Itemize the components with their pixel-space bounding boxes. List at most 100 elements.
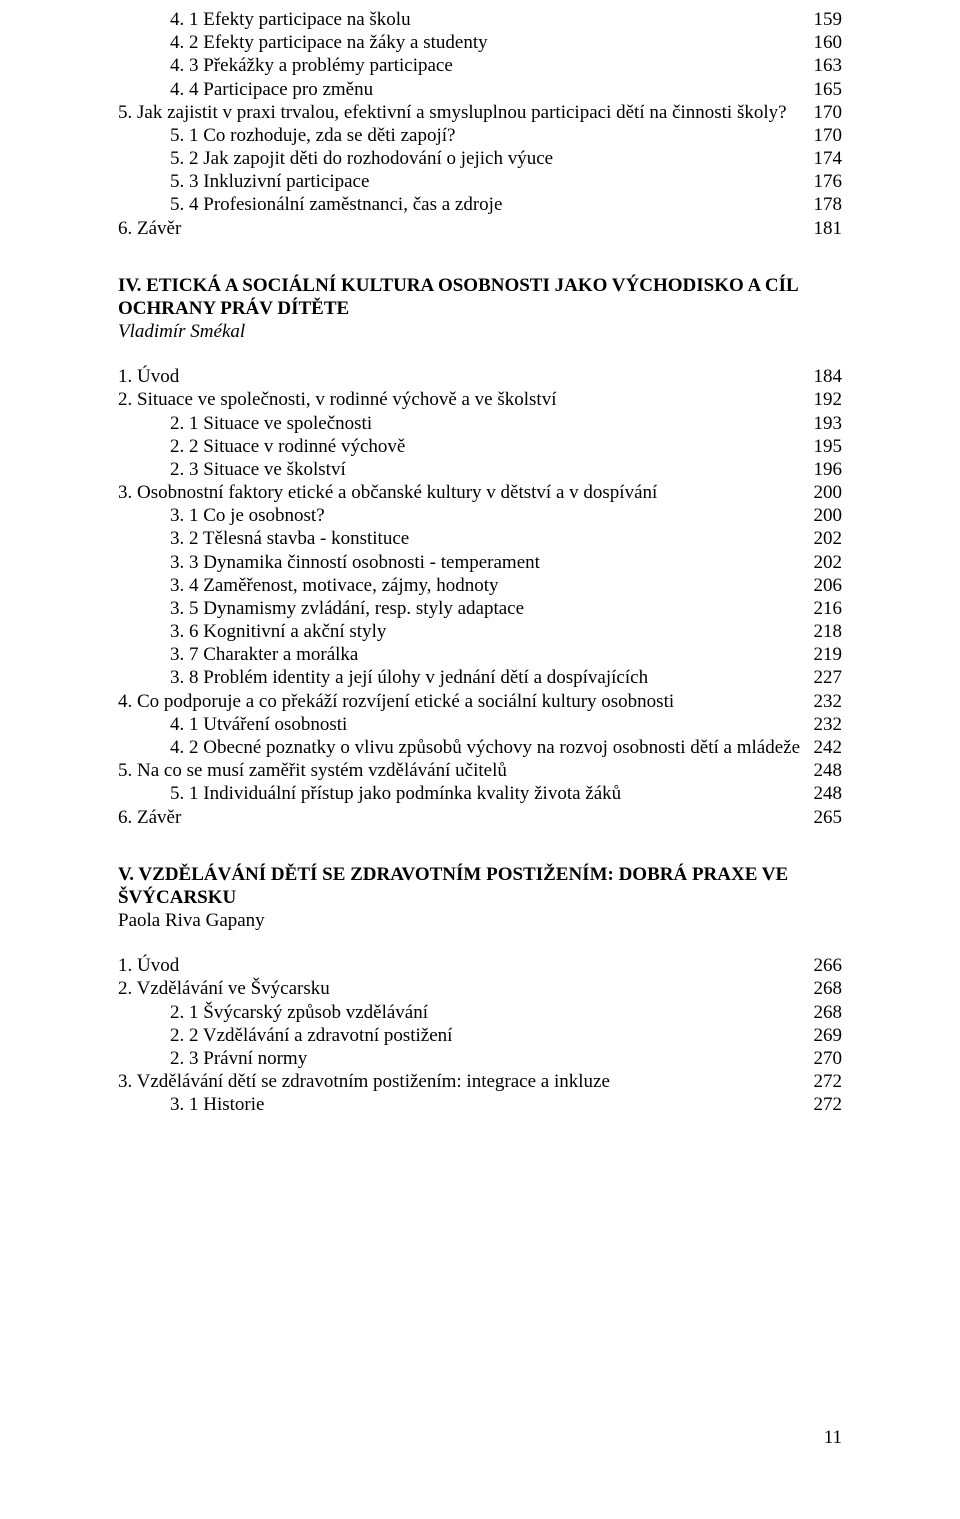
toc-entry-page: 184	[814, 365, 843, 388]
page-number: 11	[824, 1426, 842, 1449]
toc-entry-text: 3. 6 Kognitivní a akční styly	[118, 620, 814, 643]
toc-entry-text: 3. Osobnostní faktory etické a občanské …	[118, 481, 814, 504]
toc-line: 3. 6 Kognitivní a akční styly218	[118, 620, 842, 643]
toc-line: 3. 3 Dynamika činností osobnosti - tempe…	[118, 551, 842, 574]
section-heading: V. VZDĚLÁVÁNÍ DĚTÍ SE ZDRAVOTNÍM POSTIŽE…	[118, 863, 842, 909]
toc-line: 3. 2 Tělesná stavba - konstituce202	[118, 527, 842, 550]
toc-line: 6. Závěr181	[118, 217, 842, 240]
toc-entry-text: 1. Úvod	[118, 954, 814, 977]
toc-entry-text: 4. 4 Participace pro změnu	[118, 78, 814, 101]
toc-entry-page: 270	[814, 1047, 843, 1070]
document-page: 4. 1 Efekty participace na školu1594. 2 …	[0, 0, 960, 1519]
toc-entry-page: 227	[814, 666, 843, 689]
toc-entry-text: 2. 1 Švýcarský způsob vzdělávání	[118, 1001, 814, 1024]
toc-entry-page: 269	[814, 1024, 843, 1047]
toc-line: 2. 1 Situace ve společnosti193	[118, 412, 842, 435]
toc-entry-text: 4. 2 Efekty participace na žáky a studen…	[118, 31, 814, 54]
toc-entry-text: 3. 5 Dynamismy zvládání, resp. styly ada…	[118, 597, 814, 620]
toc-line: 2. 1 Švýcarský způsob vzdělávání268	[118, 1001, 842, 1024]
toc-line: 3. 5 Dynamismy zvládání, resp. styly ada…	[118, 597, 842, 620]
toc-entry-page: 202	[814, 551, 843, 574]
toc-line: 5. 4 Profesionální zaměstnanci, čas a zd…	[118, 193, 842, 216]
toc-entry-text: 5. Na co se musí zaměřit systém vzdělává…	[118, 759, 814, 782]
toc-entry-page: 174	[814, 147, 843, 170]
toc-entry-text: 5. 4 Profesionální zaměstnanci, čas a zd…	[118, 193, 814, 216]
toc-entry-page: 192	[814, 388, 843, 411]
toc-line: 4. 2 Efekty participace na žáky a studen…	[118, 31, 842, 54]
toc-line: 2. 3 Právní normy270	[118, 1047, 842, 1070]
toc-entry-page: 159	[814, 8, 843, 31]
toc-entry-page: 165	[814, 78, 843, 101]
toc-line: 4. Co podporuje a co překáží rozvíjení e…	[118, 690, 842, 713]
toc-line: 4. 4 Participace pro změnu165	[118, 78, 842, 101]
toc-entry-text: 2. 3 Situace ve školství	[118, 458, 814, 481]
toc-line: 4. 1 Utváření osobnosti232	[118, 713, 842, 736]
toc-entry-page: 232	[814, 713, 843, 736]
toc-entry-page: 170	[814, 101, 843, 124]
toc-line: 3. 1 Historie272	[118, 1093, 842, 1116]
toc-entry-page: 266	[814, 954, 843, 977]
toc-entry-page: 163	[814, 54, 843, 77]
toc-section-iv: IV. ETICKÁ A SOCIÁLNÍ KULTURA OSOBNOSTI …	[118, 274, 842, 829]
toc-entry-text: 5. 1 Individuální přístup jako podmínka …	[118, 782, 814, 805]
section-heading: IV. ETICKÁ A SOCIÁLNÍ KULTURA OSOBNOSTI …	[118, 274, 842, 320]
toc-line: 2. 3 Situace ve školství196	[118, 458, 842, 481]
toc-entry-text: 3. 3 Dynamika činností osobnosti - tempe…	[118, 551, 814, 574]
toc-entry-page: 272	[814, 1093, 843, 1116]
toc-line: 2. Situace ve společnosti, v rodinné výc…	[118, 388, 842, 411]
toc-entry-page: 200	[814, 504, 843, 527]
toc-entry-text: 2. 2 Situace v rodinné výchově	[118, 435, 814, 458]
toc-entry-text: 4. 1 Utváření osobnosti	[118, 713, 814, 736]
toc-line: 3. Osobnostní faktory etické a občanské …	[118, 481, 842, 504]
toc-line: 2. 2 Situace v rodinné výchově195	[118, 435, 842, 458]
toc-entry-text: 2. 2 Vzdělávání a zdravotní postižení	[118, 1024, 814, 1047]
toc-line: 5. 3 Inkluzivní participace176	[118, 170, 842, 193]
toc-line: 5. Na co se musí zaměřit systém vzdělává…	[118, 759, 842, 782]
toc-entry-text: 2. Situace ve společnosti, v rodinné výc…	[118, 388, 814, 411]
toc-entry-text: 3. 8 Problém identity a její úlohy v jed…	[118, 666, 814, 689]
toc-entry-text: 3. 7 Charakter a morálka	[118, 643, 814, 666]
toc-entry-page: 193	[814, 412, 843, 435]
toc-line: 1. Úvod184	[118, 365, 842, 388]
toc-entry-page: 200	[814, 481, 843, 504]
toc-entry-text: 5. Jak zajistit v praxi trvalou, efektiv…	[118, 101, 814, 124]
toc-entry-text: 5. 2 Jak zapojit děti do rozhodování o j…	[118, 147, 814, 170]
toc-entry-page: 216	[814, 597, 843, 620]
toc-entry-text: 3. 2 Tělesná stavba - konstituce	[118, 527, 814, 550]
toc-entry-page: 196	[814, 458, 843, 481]
toc-entry-text: 3. 4 Zaměřenost, motivace, zájmy, hodnot…	[118, 574, 814, 597]
toc-entry-text: 4. 2 Obecné poznatky o vlivu způsobů výc…	[118, 736, 814, 759]
toc-line: 5. 2 Jak zapojit děti do rozhodování o j…	[118, 147, 842, 170]
toc-entry-page: 248	[814, 759, 843, 782]
toc-line: 2. 2 Vzdělávání a zdravotní postižení269	[118, 1024, 842, 1047]
toc-line: 4. 2 Obecné poznatky o vlivu způsobů výc…	[118, 736, 842, 759]
toc-entry-page: 178	[814, 193, 843, 216]
toc-entry-page: 272	[814, 1070, 843, 1093]
toc-entry-text: 3. Vzdělávání dětí se zdravotním postiže…	[118, 1070, 814, 1093]
toc-entry-page: 219	[814, 643, 843, 666]
toc-entry-page: 176	[814, 170, 843, 193]
toc-entry-page: 265	[814, 806, 843, 829]
toc-entry-page: 232	[814, 690, 843, 713]
toc-line: 4. 1 Efekty participace na školu159	[118, 8, 842, 31]
toc-entry-page: 248	[814, 782, 843, 805]
toc-entry-page: 242	[814, 736, 843, 759]
toc-block-continuation: 4. 1 Efekty participace na školu1594. 2 …	[118, 8, 842, 240]
toc-entry-text: 5. 3 Inkluzivní participace	[118, 170, 814, 193]
section-author: Vladimír Smékal	[118, 320, 842, 343]
toc-entry-text: 6. Závěr	[118, 806, 814, 829]
toc-line: 3. 8 Problém identity a její úlohy v jed…	[118, 666, 842, 689]
toc-entry-text: 3. 1 Co je osobnost?	[118, 504, 814, 527]
toc-entry-text: 2. 1 Situace ve společnosti	[118, 412, 814, 435]
toc-entry-page: 206	[814, 574, 843, 597]
toc-line: 5. 1 Co rozhoduje, zda se děti zapojí?17…	[118, 124, 842, 147]
toc-line: 3. 1 Co je osobnost?200	[118, 504, 842, 527]
toc-entry-text: 3. 1 Historie	[118, 1093, 814, 1116]
toc-entry-page: 160	[814, 31, 843, 54]
toc-entry-text: 2. Vzdělávání ve Švýcarsku	[118, 977, 814, 1000]
toc-entry-page: 268	[814, 977, 843, 1000]
toc-entry-page: 195	[814, 435, 843, 458]
toc-line: 1. Úvod266	[118, 954, 842, 977]
toc-line: 2. Vzdělávání ve Švýcarsku268	[118, 977, 842, 1000]
toc-entry-page: 218	[814, 620, 843, 643]
